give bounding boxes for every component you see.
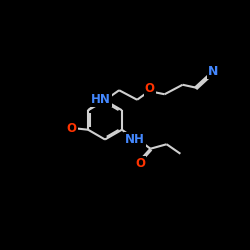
Text: HN: HN	[91, 93, 111, 106]
Text: N: N	[208, 65, 218, 78]
Text: O: O	[136, 157, 145, 170]
Text: O: O	[67, 122, 77, 135]
Text: O: O	[144, 82, 154, 95]
Text: NH: NH	[125, 133, 145, 146]
